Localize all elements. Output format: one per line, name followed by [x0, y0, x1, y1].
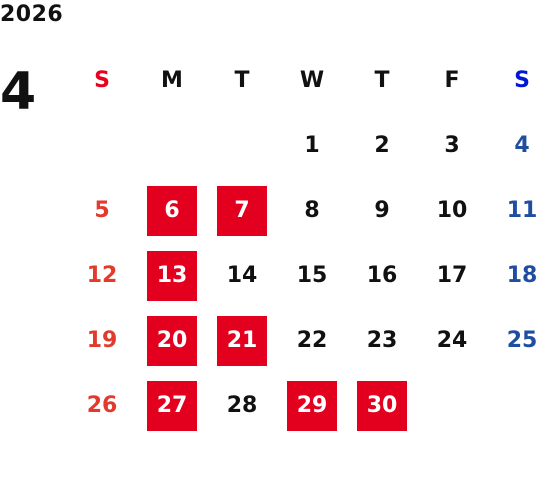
weekday-header-monday: M	[161, 68, 183, 93]
day-cell: 1	[277, 113, 347, 178]
day-cell: 26	[67, 373, 137, 438]
day-2[interactable]: 2	[374, 133, 390, 158]
day-24[interactable]: 24	[436, 328, 468, 353]
day-cell: 27	[137, 373, 207, 438]
highlighted-day-30[interactable]: 30	[357, 380, 407, 431]
day-23[interactable]: 23	[366, 328, 398, 353]
highlighted-day-29[interactable]: 29	[287, 380, 337, 431]
day-cell: 5	[67, 178, 137, 243]
highlighted-day-6[interactable]: 6	[147, 185, 197, 236]
day-26[interactable]: 26	[86, 393, 118, 418]
day-cell: 2	[347, 113, 417, 178]
day-15[interactable]: 15	[296, 263, 328, 288]
day-cell: 28	[207, 373, 277, 438]
day-4[interactable]: 4	[514, 133, 530, 158]
day-8[interactable]: 8	[304, 198, 320, 223]
weekday-header-tuesday: T	[234, 68, 250, 93]
month-number: 4	[0, 62, 37, 122]
day-cell: 19	[67, 308, 137, 373]
day-cell: 6	[137, 178, 207, 243]
empty-cell	[137, 113, 207, 178]
day-cell: 24	[417, 308, 487, 373]
day-17[interactable]: 17	[436, 263, 468, 288]
calendar-grid: S M T W T F S 1 2 3 4 5 6 7 8 9 10 11 12 13 14 15 16 17 18 19 20 21…	[67, 48, 548, 438]
day-cell: 12	[67, 243, 137, 308]
day-12[interactable]: 12	[86, 263, 118, 288]
day-cell: 14	[207, 243, 277, 308]
day-cell: 13	[137, 243, 207, 308]
day-cell: 16	[347, 243, 417, 308]
weekday-header-saturday: S	[514, 68, 530, 93]
day-10[interactable]: 10	[436, 198, 468, 223]
day-cell: 29	[277, 373, 347, 438]
empty-cell	[67, 113, 137, 178]
day-25[interactable]: 25	[506, 328, 538, 353]
weekday-header-thursday: T	[374, 68, 390, 93]
day-cell: 4	[487, 113, 548, 178]
day-cell: 3	[417, 113, 487, 178]
day-cell: 17	[417, 243, 487, 308]
day-cell: 7	[207, 178, 277, 243]
day-cell: 20	[137, 308, 207, 373]
day-19[interactable]: 19	[86, 328, 118, 353]
day-cell: 10	[417, 178, 487, 243]
day-14[interactable]: 14	[226, 263, 258, 288]
weekday-header-friday: F	[444, 68, 460, 93]
day-cell: 15	[277, 243, 347, 308]
weekday-header-sunday: S	[94, 68, 110, 93]
highlighted-day-13[interactable]: 13	[147, 250, 197, 301]
day-11[interactable]: 11	[506, 198, 538, 223]
highlighted-day-7[interactable]: 7	[217, 185, 267, 236]
weekday-header-wednesday: W	[299, 68, 325, 93]
day-cell: 23	[347, 308, 417, 373]
day-5[interactable]: 5	[94, 198, 110, 223]
day-cell: 11	[487, 178, 548, 243]
highlighted-day-20[interactable]: 20	[147, 315, 197, 366]
day-18[interactable]: 18	[506, 263, 538, 288]
highlighted-day-21[interactable]: 21	[217, 315, 267, 366]
day-9[interactable]: 9	[374, 198, 390, 223]
day-28[interactable]: 28	[226, 393, 258, 418]
day-cell: 21	[207, 308, 277, 373]
day-cell: 30	[347, 373, 417, 438]
day-1[interactable]: 1	[304, 133, 320, 158]
day-cell: 18	[487, 243, 548, 308]
empty-cell	[207, 113, 277, 178]
day-16[interactable]: 16	[366, 263, 398, 288]
day-cell: 9	[347, 178, 417, 243]
day-cell: 8	[277, 178, 347, 243]
day-cell: 22	[277, 308, 347, 373]
day-cell: 25	[487, 308, 548, 373]
highlighted-day-27[interactable]: 27	[147, 380, 197, 431]
day-3[interactable]: 3	[444, 133, 460, 158]
day-22[interactable]: 22	[296, 328, 328, 353]
year-label: 2026	[0, 2, 64, 27]
